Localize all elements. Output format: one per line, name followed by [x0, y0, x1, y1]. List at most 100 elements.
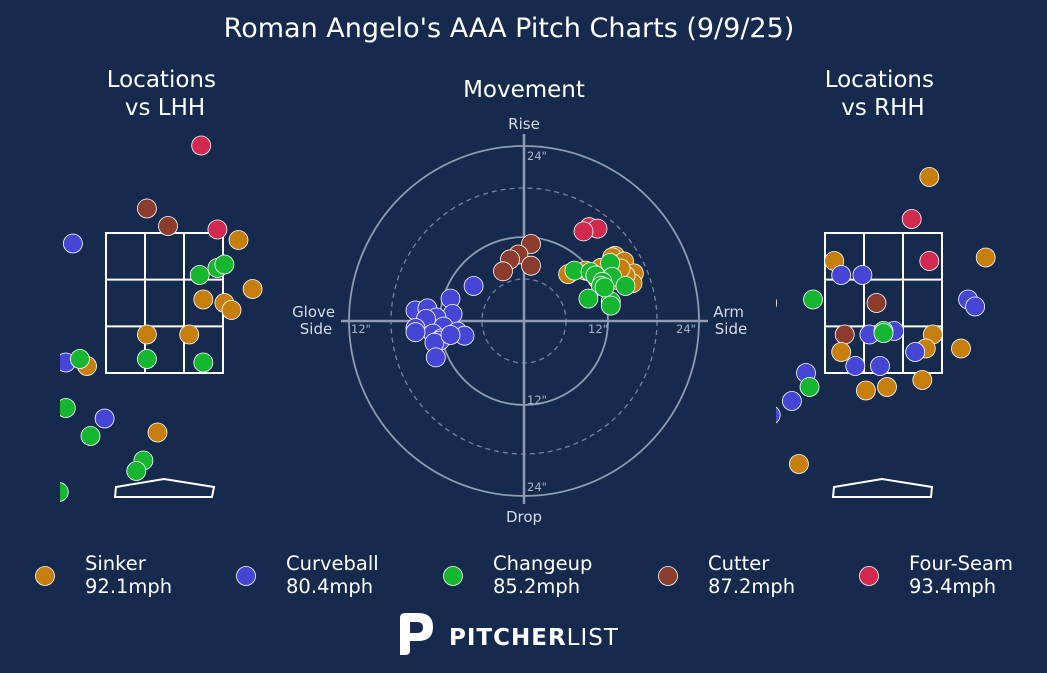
rhh-point-curveball [852, 265, 873, 285]
movement-point-changeup [594, 277, 615, 298]
rhh-point-curveball [831, 265, 852, 285]
rhh-point-curveball [776, 406, 781, 424]
legend-pitch-speed: 87.2mph [708, 575, 795, 598]
movement-point-curveball [425, 347, 446, 368]
lhh-point-sinker [242, 279, 263, 299]
movement-point-changeup [615, 276, 636, 296]
rhh-point-curveball [782, 391, 802, 411]
locations-rhh-panel: Locations vs RHH [754, 67, 996, 498]
lhh-point-four-seam [207, 219, 228, 240]
ring-label: 12" [351, 322, 371, 336]
legend-pitch-speed: 80.4mph [286, 575, 373, 598]
rhh-point-curveball [754, 336, 773, 355]
rhh-point-cutter [866, 293, 887, 313]
lhh-point-cutter [136, 198, 157, 219]
lhh-point-sinker [228, 230, 249, 250]
lhh-point-sinker [179, 324, 200, 345]
legend-marker [658, 566, 678, 586]
legend-marker [443, 566, 463, 586]
legend-pitch-name: Four-Seam [909, 552, 1013, 575]
chart-title: Roman Angelo's AAA Pitch Charts (9/9/25) [224, 13, 795, 44]
movement-point-curveball [440, 325, 461, 345]
lhh-point-changeup [80, 426, 101, 446]
lhh-point-changeup [70, 349, 90, 369]
rhh-point-sinker [831, 342, 852, 362]
ring-label: 12" [588, 322, 608, 336]
axis-label-drop: Drop [506, 508, 542, 526]
lhh-point-changeup [193, 352, 214, 373]
rhh-point-curveball [845, 356, 866, 376]
rhh-point-changeup [873, 323, 894, 344]
lhh-point-sinker [147, 422, 168, 443]
lhh-point-sinker [221, 300, 242, 320]
lhh-point-changeup [60, 482, 69, 502]
movement-point-cutter [521, 255, 541, 276]
legend-pitch-name: Cutter [708, 552, 770, 575]
lhh-point-curveball [63, 233, 83, 254]
rhh-point-sinker [789, 454, 809, 474]
axis-label-rise: Rise [508, 115, 540, 133]
lhh-point-sinker [136, 324, 157, 345]
movement-grid [341, 134, 708, 504]
pitcherlist-logo-text: PITCHERLIST [449, 625, 619, 651]
ring-label: 12" [527, 393, 547, 407]
legend-pitch-speed: 92.1mph [85, 575, 172, 598]
rhh-point-four-seam [901, 209, 922, 229]
rhh-point-curveball [965, 296, 985, 317]
legend-pitch-name: Sinker [85, 552, 147, 575]
legend-marker [236, 566, 256, 586]
rhh-home-plate [831, 477, 934, 498]
lhh-point-changeup [126, 461, 147, 481]
lhh-subtitle: Locations vs LHH [107, 67, 224, 121]
legend-marker [35, 566, 55, 586]
rhh-point-sinker [877, 377, 897, 397]
legend-pitch-name: Changeup [493, 552, 592, 575]
rhh-point-four-seam [919, 251, 940, 271]
rhh-point-sinker [919, 167, 940, 187]
axis-label-arm-side: Arm Side [713, 303, 749, 338]
rhh-point-changeup [803, 289, 823, 310]
lhh-home-plate [113, 477, 216, 498]
lhh-point-changeup [214, 254, 235, 275]
movement-point-changeup [578, 288, 599, 309]
movement-point-curveball [405, 322, 426, 343]
movement-point-curveball [463, 276, 484, 296]
rhh-point-sinker [975, 247, 996, 268]
rhh-point-sinker [951, 338, 971, 359]
legend-pitch-speed: 85.2mph [493, 575, 580, 598]
movement-panel: Movement Rise Drop Glove Side Arm Side 2… [292, 77, 749, 526]
axis-label-glove-side: Glove Side [292, 303, 340, 338]
lhh-point-four-seam [191, 135, 212, 156]
lhh-point-changeup [136, 349, 157, 369]
lhh-point-cutter [158, 216, 178, 236]
lhh-point-changeup [60, 398, 76, 418]
legend-marker [859, 566, 879, 586]
rhh-subtitle: Locations vs RHH [825, 67, 942, 121]
movement-subtitle: Movement [463, 77, 585, 103]
locations-lhh-panel: Locations vs LHH [30, 67, 263, 502]
lhh-point-curveball [94, 408, 115, 429]
rhh-point-curveball [905, 342, 926, 362]
ring-label: 24" [676, 322, 696, 336]
rhh-point-sinker [856, 380, 876, 401]
legend-pitch-name: Curveball [286, 552, 379, 575]
rhh-point-changeup [799, 377, 820, 397]
ring-label: 24" [527, 149, 547, 163]
movement-point-cutter [493, 261, 513, 282]
ring-label: 24" [527, 480, 547, 494]
rhh-point-four-seam [776, 298, 778, 308]
pitcherlist-logo: PITCHERLIST [400, 613, 619, 655]
lhh-point-changeup [189, 265, 210, 285]
movement-point-four-seam [573, 221, 594, 242]
movement-point-changeup [600, 295, 621, 316]
rhh-point-sinker [912, 370, 933, 390]
rhh-point-curveball [870, 356, 890, 376]
lhh-point-cutter [30, 465, 49, 484]
